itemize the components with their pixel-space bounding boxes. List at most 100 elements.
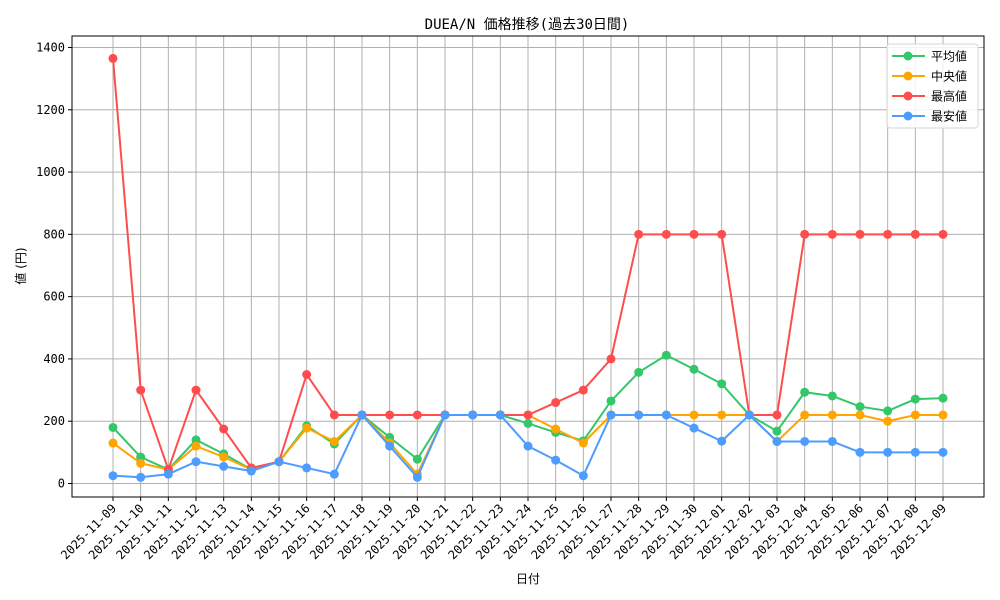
- y-tick-label: 1000: [36, 165, 65, 179]
- plot-area-frame: [71, 35, 985, 498]
- y-tick-label: 1200: [36, 103, 65, 117]
- data-point-marker: [910, 447, 920, 457]
- data-point-marker: [883, 229, 893, 239]
- data-point-marker: [661, 229, 671, 239]
- legend-marker-icon: [903, 51, 913, 61]
- data-point-marker: [219, 452, 229, 462]
- data-point-marker: [191, 385, 201, 395]
- y-tick-label: 0: [58, 477, 65, 491]
- data-point-marker: [689, 229, 699, 239]
- data-point-marker: [551, 424, 561, 434]
- data-point-marker: [827, 436, 837, 446]
- data-point-marker: [717, 379, 727, 389]
- data-point-marker: [634, 229, 644, 239]
- data-point-marker: [108, 53, 118, 63]
- data-point-marker: [578, 438, 588, 448]
- data-point-marker: [910, 410, 920, 420]
- series-lines: [108, 53, 948, 482]
- legend-label: 中央値: [931, 69, 967, 84]
- data-point-marker: [634, 367, 644, 377]
- data-point-marker: [219, 461, 229, 471]
- data-point-marker: [108, 471, 118, 481]
- y-axis-label: 値 (円): [13, 247, 28, 284]
- data-point-marker: [385, 410, 395, 420]
- data-point-marker: [191, 441, 201, 451]
- data-point-marker: [578, 385, 588, 395]
- data-point-marker: [717, 410, 727, 420]
- data-point-marker: [634, 410, 644, 420]
- data-point-marker: [689, 410, 699, 420]
- x-axis-ticks: 2025-11-092025-11-102025-11-112025-11-12…: [58, 497, 949, 562]
- legend-label: 最安値: [931, 109, 967, 124]
- data-point-marker: [800, 229, 810, 239]
- data-point-marker: [910, 229, 920, 239]
- data-point-marker: [551, 455, 561, 465]
- data-point-marker: [523, 441, 533, 451]
- data-point-marker: [606, 410, 616, 420]
- data-point-marker: [827, 410, 837, 420]
- data-point-marker: [219, 424, 229, 434]
- data-point-marker: [274, 457, 284, 467]
- data-point-marker: [855, 402, 865, 412]
- data-point-marker: [800, 410, 810, 420]
- data-point-marker: [827, 229, 837, 239]
- data-point-marker: [412, 410, 422, 420]
- data-point-marker: [883, 447, 893, 457]
- data-point-marker: [689, 364, 699, 374]
- data-point-marker: [938, 229, 948, 239]
- data-point-marker: [772, 426, 782, 436]
- x-axis-label: 日付: [516, 572, 540, 586]
- y-tick-label: 600: [43, 290, 65, 304]
- y-tick-label: 200: [43, 414, 65, 428]
- data-point-marker: [191, 435, 201, 445]
- data-point-marker: [163, 469, 173, 479]
- data-point-marker: [440, 410, 450, 420]
- data-point-marker: [108, 422, 118, 432]
- data-point-marker: [578, 471, 588, 481]
- data-point-marker: [855, 447, 865, 457]
- y-tick-label: 1400: [36, 41, 65, 55]
- data-point-marker: [551, 398, 561, 408]
- data-point-marker: [855, 229, 865, 239]
- y-tick-label: 800: [43, 227, 65, 241]
- data-point-marker: [827, 391, 837, 401]
- data-point-marker: [772, 410, 782, 420]
- data-point-marker: [329, 469, 339, 479]
- data-point-marker: [938, 410, 948, 420]
- legend-marker-icon: [903, 91, 913, 101]
- legend-label: 最高値: [931, 89, 967, 104]
- data-point-marker: [329, 436, 339, 446]
- data-point-marker: [302, 423, 312, 433]
- legend-box: [886, 43, 979, 129]
- data-point-marker: [883, 406, 893, 416]
- data-point-marker: [329, 410, 339, 420]
- data-point-marker: [412, 472, 422, 482]
- data-point-marker: [385, 441, 395, 451]
- legend-label: 平均値: [931, 49, 967, 64]
- data-point-marker: [800, 436, 810, 446]
- data-point-marker: [717, 436, 727, 446]
- data-point-marker: [744, 410, 754, 420]
- data-point-marker: [717, 229, 727, 239]
- data-point-marker: [191, 457, 201, 467]
- data-point-marker: [855, 410, 865, 420]
- data-point-marker: [772, 436, 782, 446]
- data-point-marker: [136, 472, 146, 482]
- legend-marker-icon: [903, 111, 913, 121]
- data-point-marker: [136, 452, 146, 462]
- series-max: [108, 53, 948, 474]
- data-point-marker: [910, 394, 920, 404]
- data-point-marker: [523, 410, 533, 420]
- grid-lines: [72, 36, 984, 497]
- data-point-marker: [606, 396, 616, 406]
- data-point-marker: [661, 410, 671, 420]
- data-point-marker: [689, 423, 699, 433]
- data-point-marker: [606, 354, 616, 364]
- data-point-marker: [523, 418, 533, 428]
- data-point-marker: [136, 458, 146, 468]
- data-point-marker: [468, 410, 478, 420]
- data-point-marker: [883, 416, 893, 426]
- data-point-marker: [302, 463, 312, 473]
